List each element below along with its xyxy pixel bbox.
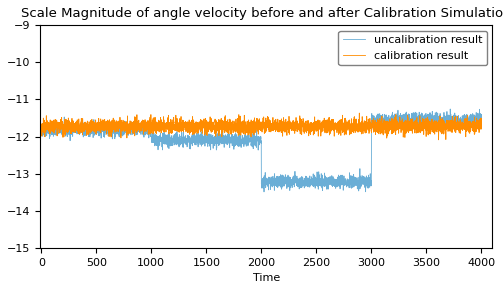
uncalibration result bbox=[125, 132, 132, 135]
uncalibration result bbox=[260, 183, 266, 186]
X-axis label: Time: Time bbox=[253, 273, 280, 283]
calibration result bbox=[226, 127, 232, 130]
uncalibration result bbox=[447, 107, 453, 111]
calibration result bbox=[100, 122, 106, 125]
calibration result bbox=[356, 111, 362, 115]
Line: uncalibration result: uncalibration result bbox=[41, 109, 481, 192]
calibration result bbox=[230, 124, 236, 127]
calibration result bbox=[260, 120, 266, 124]
calibration result bbox=[38, 124, 44, 128]
calibration result bbox=[125, 129, 132, 133]
uncalibration result bbox=[100, 129, 106, 133]
uncalibration result bbox=[230, 135, 236, 139]
uncalibration result bbox=[478, 121, 484, 124]
Legend: uncalibration result, calibration result: uncalibration result, calibration result bbox=[339, 31, 487, 65]
Title: Scale Magnitude of angle velocity before and after Calibration Simulation: Scale Magnitude of angle velocity before… bbox=[21, 7, 504, 20]
uncalibration result bbox=[261, 190, 267, 194]
calibration result bbox=[435, 138, 442, 142]
Line: calibration result: calibration result bbox=[41, 113, 481, 140]
calibration result bbox=[338, 123, 344, 127]
calibration result bbox=[478, 126, 484, 130]
uncalibration result bbox=[338, 184, 344, 187]
uncalibration result bbox=[38, 126, 44, 130]
uncalibration result bbox=[226, 136, 232, 140]
